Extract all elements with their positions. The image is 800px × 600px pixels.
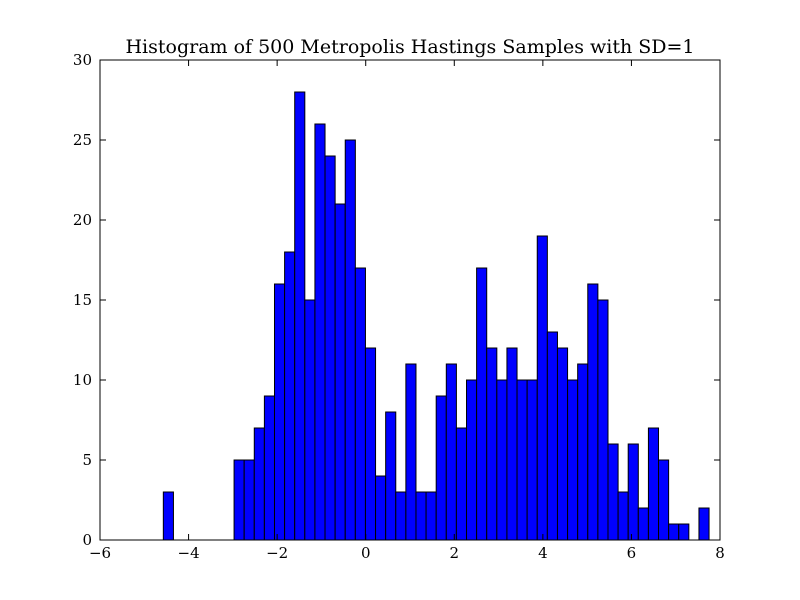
y-tick-label: 0 — [82, 531, 92, 549]
histogram-bar — [476, 267, 488, 541]
histogram-bar — [162, 491, 174, 541]
y-tick-label: 30 — [73, 51, 92, 69]
histogram-bar — [304, 299, 316, 541]
histogram-bar — [496, 379, 508, 541]
histogram-bar — [243, 459, 255, 541]
histogram-bar — [364, 347, 377, 541]
histogram-bar — [536, 235, 548, 541]
histogram-bar — [334, 203, 346, 541]
x-tick-label: −6 — [89, 544, 111, 562]
y-tick-label: 10 — [73, 371, 92, 389]
histogram-bar — [526, 379, 538, 541]
histogram-bar — [233, 459, 245, 541]
y-tick-label: 15 — [73, 291, 92, 309]
x-tick-label: 2 — [450, 544, 460, 562]
histogram-bar — [587, 283, 599, 541]
histogram-bar — [415, 491, 427, 541]
histogram-bar — [263, 395, 276, 541]
x-tick-label: 0 — [361, 544, 371, 562]
ticks-group: −6 −4 −2 0 2 4 6 8 0 5 10 15 20 25 30 — [73, 51, 725, 562]
histogram-bar — [405, 363, 417, 541]
histogram-bar — [284, 251, 296, 541]
histogram-bar — [395, 491, 407, 541]
histogram-bar — [445, 363, 457, 541]
x-tick-label: −2 — [266, 544, 288, 562]
plot-frame — [99, 59, 721, 541]
y-tick-label: 20 — [73, 211, 92, 229]
x-tick-label: 4 — [538, 544, 548, 562]
histogram-bar — [354, 267, 366, 541]
histogram-bar — [577, 363, 589, 541]
histogram-bar — [546, 331, 558, 541]
histogram-bar — [668, 523, 680, 541]
histogram-bar — [425, 491, 437, 541]
histogram-bar — [273, 283, 286, 541]
histogram-bar — [385, 411, 397, 541]
histogram-bar — [658, 459, 670, 541]
histogram-bar — [617, 491, 629, 541]
x-tick-label: −4 — [178, 544, 200, 562]
histogram-bar — [324, 155, 336, 541]
histogram-bar — [294, 91, 306, 541]
histogram-bar — [466, 379, 478, 541]
histogram-bar — [678, 523, 690, 541]
x-tick-label: 6 — [627, 544, 637, 562]
chart-title: Histogram of 500 Metropolis Hastings Sam… — [125, 36, 694, 58]
histogram-bar — [607, 443, 619, 541]
y-tick-label: 5 — [82, 451, 92, 469]
histogram-bar — [516, 379, 528, 541]
histogram-bar — [455, 427, 468, 541]
histogram-bar — [486, 347, 498, 541]
histogram-bar — [344, 139, 356, 541]
histogram-bar — [253, 427, 265, 541]
histogram-bar — [637, 507, 649, 541]
histogram-bar — [627, 443, 639, 541]
histogram-bar — [506, 347, 518, 541]
histogram-bar — [375, 475, 387, 541]
histogram-bar — [567, 379, 579, 541]
x-tick-label: 8 — [715, 544, 725, 562]
histogram-bar — [647, 427, 660, 541]
histogram-bar — [698, 507, 710, 541]
y-tick-label: 25 — [73, 131, 92, 149]
histogram-bar — [556, 347, 569, 541]
histogram-bar — [314, 123, 326, 541]
histogram-bar — [435, 395, 447, 541]
histogram-bar — [597, 299, 609, 541]
bars-group — [162, 91, 710, 541]
